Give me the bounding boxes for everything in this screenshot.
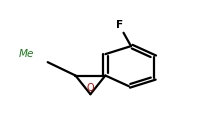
Text: Me: Me xyxy=(19,49,34,59)
Text: F: F xyxy=(116,20,123,30)
Text: O: O xyxy=(87,83,94,93)
